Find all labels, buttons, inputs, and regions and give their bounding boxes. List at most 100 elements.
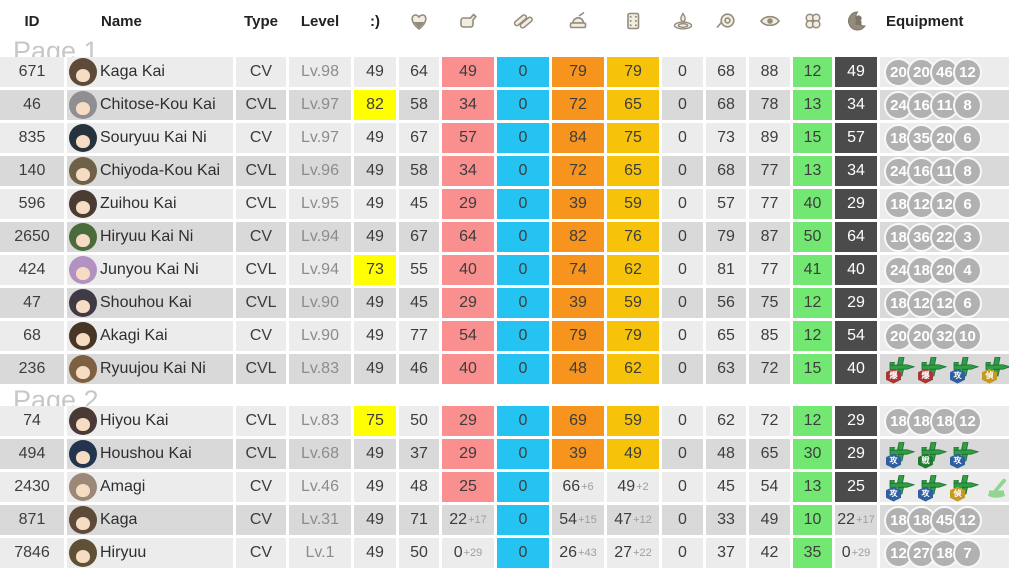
stat-hp: 37 — [399, 439, 439, 469]
stat-cond: 49 — [354, 321, 396, 351]
ship-type: CVL — [236, 439, 286, 469]
ship-type: CVL — [236, 189, 286, 219]
ship-type: CVL — [236, 354, 286, 384]
stat-fp: 29 — [442, 189, 494, 219]
ship-id: 2650 — [0, 222, 64, 252]
stat-tp: 0 — [497, 288, 549, 318]
stat-night: 34 — [835, 156, 877, 186]
ship-row[interactable]: 47 Shouhou Kai CVL Lv.90 49 45 29 0 39 59 0 56 75 12 2… — [0, 288, 1009, 318]
equipment-plane: 爆 — [918, 355, 948, 384]
equipment-cell: 18 36 22 3 — [880, 222, 1009, 252]
stat-los: 75 — [749, 288, 790, 318]
avatar-face — [76, 300, 90, 313]
stat-cond: 49 — [354, 123, 396, 153]
stat-aa: 26 +43 — [552, 538, 604, 568]
equipment-slot: 18 — [884, 189, 913, 219]
ship-row[interactable]: 2650 Hiryuu Kai Ni CV Lv.94 49 67 64 0 82 76 0 79 87… — [0, 222, 1009, 252]
ship-avatar — [69, 124, 97, 152]
avatar-face — [76, 201, 90, 214]
equipment-cell: 24 16 11 8 — [880, 156, 1009, 186]
stat-hp: 45 — [399, 189, 439, 219]
ship-level: Lv.31 — [289, 505, 351, 535]
stat-asw: 0 — [662, 321, 703, 351]
ship-id: 46 — [0, 90, 64, 120]
equipment-cell: 20 20 46 12 — [880, 57, 1009, 87]
stat-asw: 0 — [662, 505, 703, 535]
stat-cond: 49 — [354, 472, 396, 502]
ship-row[interactable]: 140 Chiyoda-Kou Kai CVL Lv.96 49 58 34 0 72 65 0 68… — [0, 156, 1009, 186]
equipment-slot: 4 — [953, 255, 982, 285]
stat-ar: 65 — [607, 156, 659, 186]
aa-gun-icon — [569, 11, 587, 29]
ship-id: 871 — [0, 505, 64, 535]
column-header-antiair — [552, 4, 604, 38]
stat-los: 72 — [749, 406, 790, 436]
stat-asw: 0 — [662, 156, 703, 186]
plane-badge-gold: 偵 — [982, 368, 997, 384]
ship-name: Hiryuu Kai Ni — [100, 228, 194, 245]
turbine-icon — [716, 13, 735, 29]
ship-avatar — [69, 440, 97, 468]
ship-level: Lv.94 — [289, 255, 351, 285]
stat-luck: 50 — [793, 222, 832, 252]
ship-row[interactable]: 835 Souryuu Kai Ni CV Lv.97 49 67 57 0 84 75 0 73 89… — [0, 123, 1009, 153]
equipment-slot: 6 — [953, 288, 982, 318]
avatar-face — [76, 267, 90, 280]
plane-badge-blue: 攻 — [918, 486, 933, 502]
stat-ar: 79 — [607, 321, 659, 351]
stat-hp: 71 — [399, 505, 439, 535]
stat-ev: 73 — [706, 123, 746, 153]
stat-ar: 27 +22 — [607, 538, 659, 568]
ship-name: Junyou Kai Ni — [100, 261, 199, 278]
stat-ev: 62 — [706, 406, 746, 436]
stat-ar: 49 +2 — [607, 472, 659, 502]
ship-id: 2430 — [0, 472, 64, 502]
stat-ev: 33 — [706, 505, 746, 535]
stat-ar: 65 — [607, 90, 659, 120]
equipment-cell: 攻 戦 攻 — [880, 439, 1009, 469]
ship-row[interactable]: 46 Chitose-Kou Kai CVL Lv.97 82 58 34 0 72 65 0 68 7… — [0, 90, 1009, 120]
page-label: Page 1 — [13, 38, 99, 57]
equipment-slot: 46 — [930, 57, 959, 87]
ship-row[interactable]: 494 Houshou Kai CVL Lv.68 49 37 29 0 39 49 0 48 65 30… — [0, 439, 1009, 469]
ship-row[interactable]: 671 Kaga Kai CV Lv.98 49 64 49 0 79 79 0 68 88 12 49 20… — [0, 57, 1009, 87]
stat-fp: 29 — [442, 439, 494, 469]
stat-ar: 79 — [607, 57, 659, 87]
ship-row[interactable]: 424 Junyou Kai Ni CVL Lv.94 73 55 40 0 74 62 0 81 77… — [0, 255, 1009, 285]
ship-type: CV — [236, 57, 286, 87]
ship-avatar — [69, 322, 97, 350]
stat-night: 40 — [835, 255, 877, 285]
ship-type: CVL — [236, 90, 286, 120]
avatar-face — [76, 135, 90, 148]
ship-row[interactable]: 2430 Amagi CV Lv.46 49 48 25 0 66 +6 49 +2 0 45 54 13 25… — [0, 472, 1009, 502]
ship-row[interactable]: 7846 Hiryuu CV Lv.1 49 50 0 +29 0 26 +43 27 +22 0 37 42… — [0, 538, 1009, 568]
ship-row[interactable]: 871 Kaga CV Lv.31 49 71 22 +17 0 54 +15 47 +12 0 33 49 1… — [0, 505, 1009, 535]
stat-fp: 64 — [442, 222, 494, 252]
ship-type: CV — [236, 222, 286, 252]
stat-ev: 65 — [706, 321, 746, 351]
stat-luck: 15 — [793, 123, 832, 153]
column-header-level: Level — [300, 12, 340, 30]
stat-cond: 49 — [354, 57, 396, 87]
ship-name: Zuihou Kai — [100, 195, 177, 212]
stat-ev: 48 — [706, 439, 746, 469]
stat-cond: 49 — [354, 439, 396, 469]
ship-name-cell: Hiryuu — [67, 538, 233, 568]
stat-hp: 67 — [399, 222, 439, 252]
stat-los: 65 — [749, 439, 790, 469]
column-header-asw — [662, 4, 703, 38]
ship-row[interactable]: 596 Zuihou Kai CVL Lv.95 49 45 29 0 39 59 0 57 77 40 2… — [0, 189, 1009, 219]
stat-ar: 47 +12 — [607, 505, 659, 535]
stat-cond: 49 — [354, 189, 396, 219]
ship-row[interactable]: 74 Hiyou Kai CVL Lv.83 75 50 29 0 69 59 0 62 72 12 29 1… — [0, 406, 1009, 436]
ship-name-cell: Hiryuu Kai Ni — [67, 222, 233, 252]
ship-row[interactable]: 68 Akagi Kai CV Lv.90 49 77 54 0 79 79 0 65 85 12 54 20… — [0, 321, 1009, 351]
stat-hp: 64 — [399, 57, 439, 87]
ship-row[interactable]: 236 Ryuujou Kai Ni CVL Lv.83 49 46 40 0 48 62 0 63 7… — [0, 354, 1009, 384]
ship-name: Akagi Kai — [100, 327, 168, 344]
stat-fp: 29 — [442, 406, 494, 436]
stat-hp: 50 — [399, 406, 439, 436]
stat-asw: 0 — [662, 406, 703, 436]
equipment-cell: 爆 爆 攻 偵 — [880, 354, 1009, 384]
stat-luck: 10 — [793, 505, 832, 535]
